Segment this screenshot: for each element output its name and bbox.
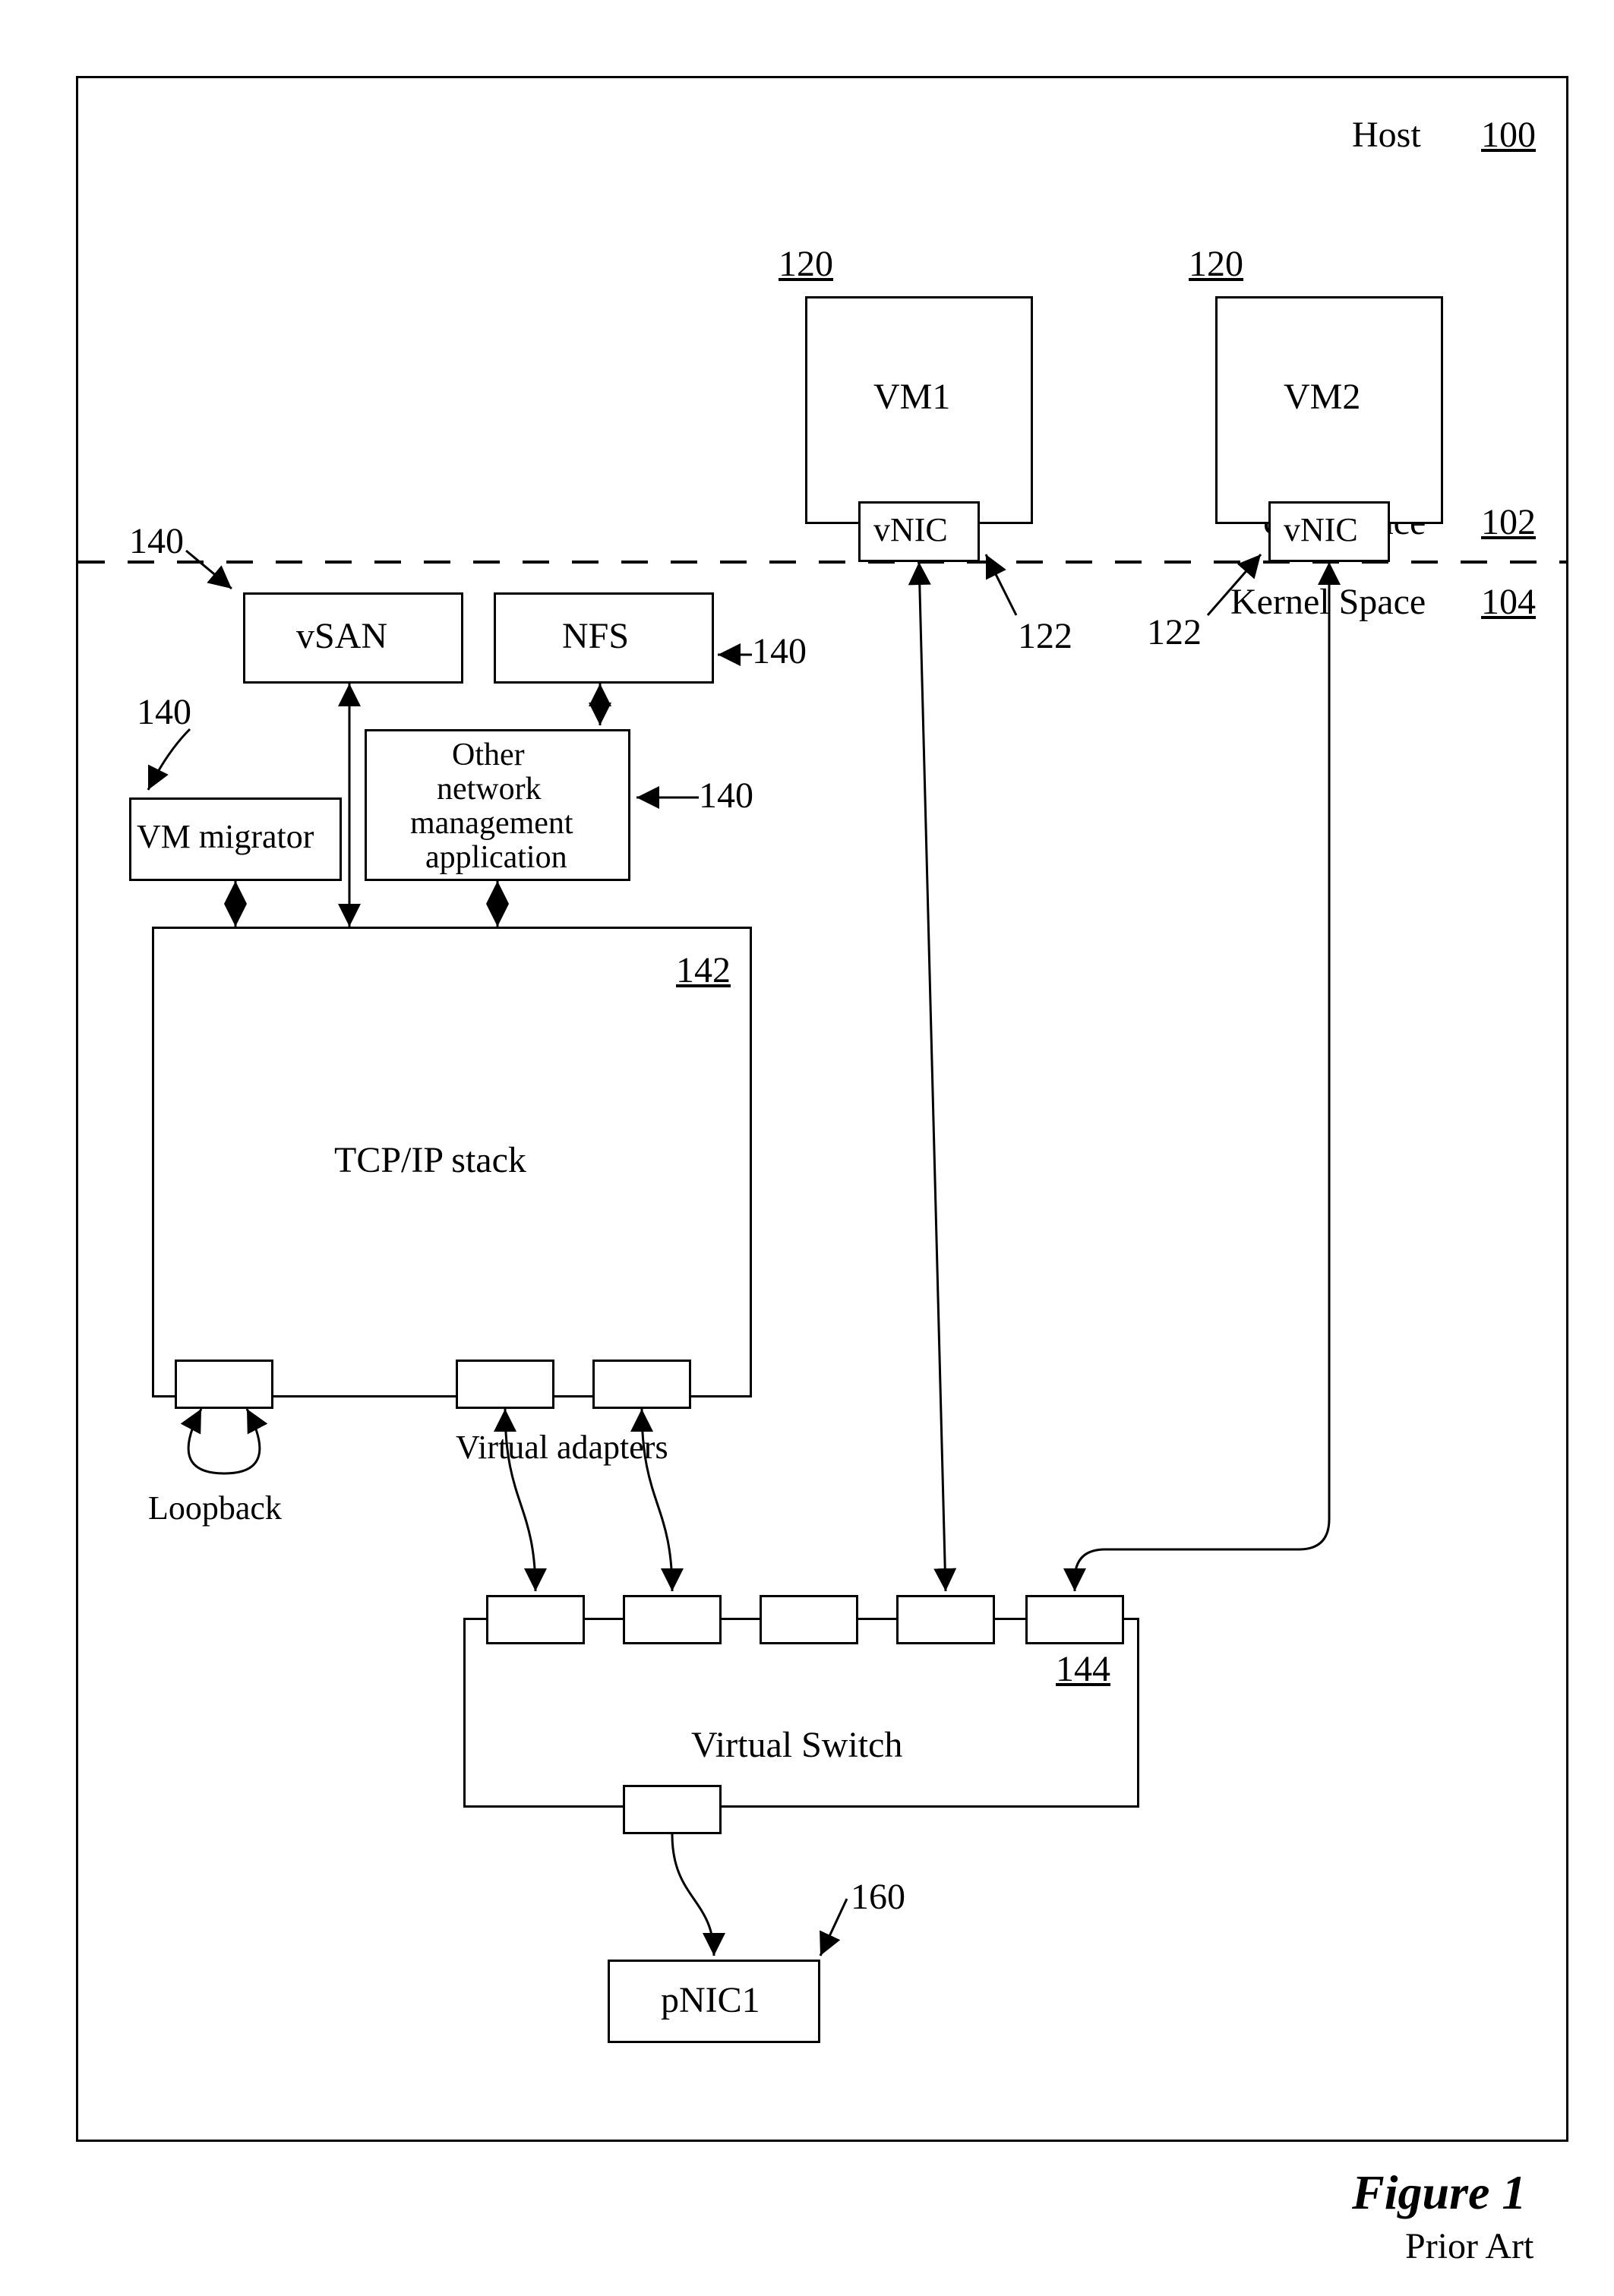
other-app-ref: 140	[699, 775, 753, 816]
host-label: Host	[1352, 114, 1421, 156]
other-app-line2: network	[437, 771, 542, 807]
vm-migrator-label: VM migrator	[137, 817, 314, 856]
vsw-bottom-port	[623, 1785, 722, 1834]
pnic-ref: 160	[851, 1876, 905, 1918]
tcpip-ref: 142	[676, 949, 731, 991]
kernel-space-ref: 104	[1481, 581, 1536, 623]
vsw-port2	[623, 1595, 722, 1644]
loopback-label: Loopback	[148, 1489, 282, 1527]
vm2-ref: 120	[1189, 243, 1243, 285]
user-space-ref: 102	[1481, 501, 1536, 543]
vm1-vnic-ref: 122	[1018, 615, 1072, 657]
vm2-vnic-ref: 122	[1147, 611, 1202, 653]
vm2-label: VM2	[1284, 376, 1360, 418]
kernel-space-label: Kernel Space	[1230, 581, 1426, 623]
loopback-port	[175, 1360, 273, 1409]
other-app-line1: Other	[452, 737, 525, 773]
host-ref: 100	[1481, 114, 1536, 156]
other-app-line4: application	[425, 839, 567, 876]
vadapters-label: Virtual adapters	[456, 1428, 668, 1467]
figure-subtitle: Prior Art	[1405, 2225, 1533, 2267]
vadapter2-port	[592, 1360, 691, 1409]
other-app-line3: management	[410, 805, 573, 842]
vm1-label: VM1	[873, 376, 950, 418]
nfs-ref: 140	[752, 630, 807, 672]
pnic-label: pNIC1	[661, 1979, 760, 2021]
vswitch-ref: 144	[1056, 1648, 1110, 1690]
vsw-port3	[760, 1595, 858, 1644]
vswitch-label: Virtual Switch	[691, 1724, 902, 1766]
tcpip-label: TCP/IP stack	[334, 1139, 526, 1181]
vsan-label: vSAN	[296, 615, 387, 657]
vadapter1-port	[456, 1360, 554, 1409]
vsw-port4	[896, 1595, 995, 1644]
nfs-label: NFS	[562, 615, 629, 657]
vm-migrator-ref: 140	[137, 691, 191, 733]
vm2-vnic-label: vNIC	[1284, 510, 1358, 549]
vsw-port1	[486, 1595, 585, 1644]
figure-title: Figure 1	[1352, 2165, 1526, 2221]
vm1-vnic-label: vNIC	[873, 510, 948, 549]
vsw-port5	[1025, 1595, 1124, 1644]
vsan-ref: 140	[129, 520, 184, 562]
vswitch-box	[463, 1618, 1139, 1808]
vm1-ref: 120	[779, 243, 833, 285]
